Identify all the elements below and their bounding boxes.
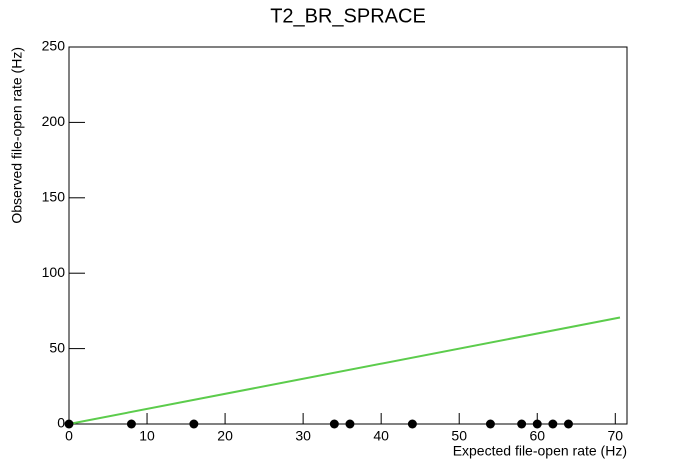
x-tick-label: 10: [139, 428, 155, 444]
x-tick-label: 20: [217, 428, 233, 444]
plot-frame: [68, 46, 628, 425]
chart-title: T2_BR_SPRACE: [270, 5, 426, 27]
y-tick-label: 50: [49, 339, 65, 355]
data-point: [126, 419, 136, 429]
y-tick-label: 200: [42, 113, 66, 129]
y-tick-label: 0: [57, 415, 65, 431]
x-tick-label: 60: [529, 428, 545, 444]
x-tick-label: 40: [373, 428, 389, 444]
data-point: [345, 419, 355, 429]
data-point: [64, 419, 74, 429]
data-point: [563, 419, 573, 429]
x-tick-label: 50: [451, 428, 467, 444]
x-tick-label: 70: [608, 428, 624, 444]
data-point: [407, 419, 417, 429]
data-point: [189, 419, 199, 429]
data-point: [329, 419, 339, 429]
x-axis-label: Expected file-open rate (Hz): [453, 443, 627, 459]
y-tick-label: 250: [42, 38, 66, 54]
data-point: [548, 419, 558, 429]
x-tick-label: 0: [65, 428, 73, 444]
y-tick-label: 150: [42, 189, 66, 205]
reference-line: [68, 316, 621, 425]
y-axis-label: Observed file-open rate (Hz): [9, 47, 25, 224]
data-point: [532, 419, 542, 429]
data-point: [517, 419, 527, 429]
data-point: [485, 419, 495, 429]
x-tick-label: 30: [295, 428, 311, 444]
y-tick-label: 100: [42, 264, 66, 280]
